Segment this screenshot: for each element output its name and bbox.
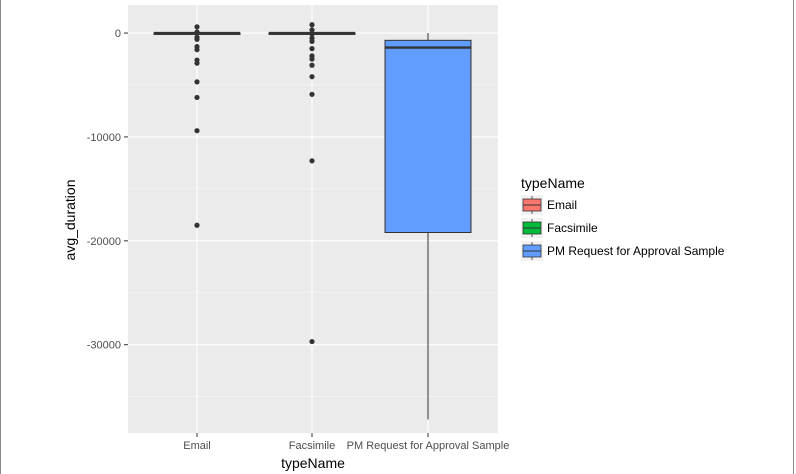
outlier-point (194, 36, 200, 42)
legend-item: Facsimile (521, 218, 598, 238)
outlier-point (194, 94, 200, 101)
box-group (268, 22, 356, 345)
y-axis-title: avg_duration (62, 180, 78, 261)
outlier-point (309, 62, 315, 68)
box-group (384, 33, 472, 420)
outlier-point (194, 24, 200, 30)
legend-label: Email (547, 198, 577, 212)
x-axis: Email Facsimile PM Request for Approval Sa… (183, 433, 509, 452)
outlier-point (194, 222, 200, 228)
legend-item: Email (521, 195, 577, 215)
outlier-point (309, 46, 315, 52)
outlier-point (309, 91, 315, 97)
box-group (153, 24, 241, 228)
chart-marks (153, 22, 472, 420)
outlier-point (194, 60, 200, 66)
legend-label: PM Request for Approval Sample (547, 244, 725, 258)
x-tick-label: Facsimile (289, 440, 335, 452)
x-tick-label: Email (183, 440, 211, 452)
outlier-point (194, 128, 200, 134)
outlier-point (309, 158, 315, 164)
y-axis: 0 -10000 -20000 -30000 (87, 28, 128, 352)
legend: typeName Email Facsimile PM Request for Ap… (521, 175, 725, 261)
x-axis-title: typeName (281, 455, 345, 471)
legend-item: PM Request for Approval Sample (521, 241, 725, 261)
outlier-point (309, 38, 315, 44)
outlier-point (309, 27, 315, 33)
outlier-point (194, 29, 200, 35)
outlier-point (309, 338, 315, 345)
outlier-point (309, 74, 315, 80)
y-tick-label: -20000 (87, 236, 121, 248)
legend-label: Facsimile (547, 221, 598, 235)
y-tick-label: -30000 (87, 340, 121, 352)
legend-title: typeName (521, 175, 585, 191)
y-tick-label: -10000 (87, 132, 121, 144)
outlier-point (309, 31, 315, 37)
outlier-point (309, 56, 315, 62)
y-tick-label: 0 (115, 28, 121, 40)
outlier-point (309, 22, 315, 28)
outlier-point (194, 47, 200, 53)
box (384, 39, 472, 234)
outlier-point (194, 79, 200, 85)
x-tick-label: PM Request for Approval Sample (347, 440, 510, 452)
